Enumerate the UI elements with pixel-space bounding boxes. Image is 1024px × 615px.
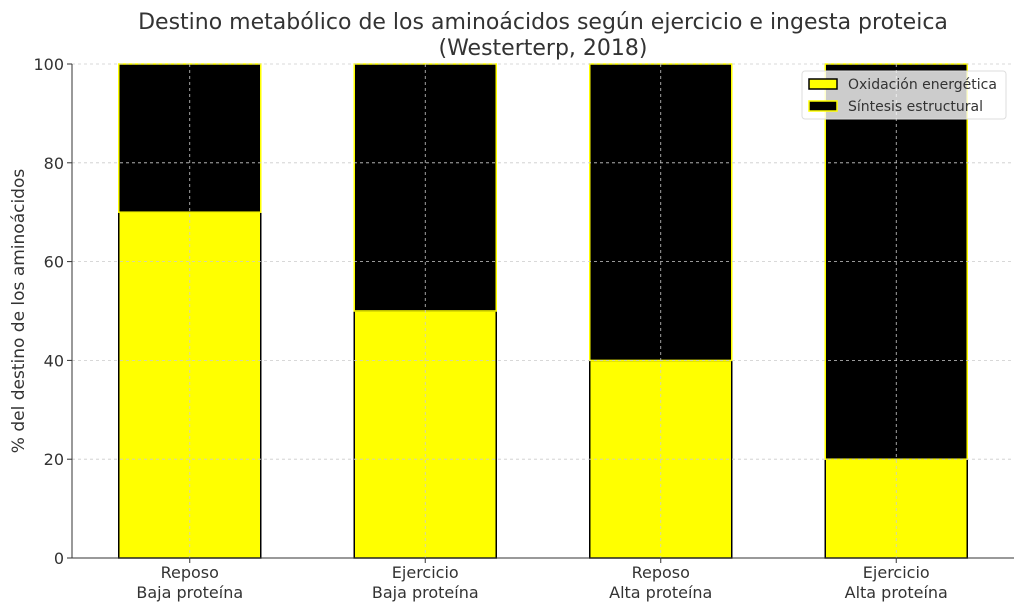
x-tick-label: Baja proteína — [136, 583, 243, 602]
y-tick-label: 0 — [54, 549, 64, 568]
y-axis-label: % del destino de los aminoácidos — [9, 169, 29, 454]
y-tick-label: 80 — [44, 154, 64, 173]
x-tick-label: Baja proteína — [372, 583, 479, 602]
legend-swatch — [808, 78, 838, 90]
legend-label: Síntesis estructural — [848, 99, 983, 115]
x-tick-label: Reposo — [632, 563, 690, 582]
chart-title: Destino metabólico de los aminoácidos se… — [138, 10, 948, 35]
legend-label: Oxidación energética — [848, 77, 997, 93]
y-tick-label: 20 — [44, 450, 64, 469]
x-tick-label: Alta proteína — [845, 583, 948, 602]
legend-box — [801, 70, 1007, 120]
y-tick-label: 40 — [44, 351, 64, 370]
y-tick-label: 100 — [33, 55, 64, 74]
chart-subtitle: (Westerterp, 2018) — [439, 36, 648, 61]
legend-swatch — [808, 100, 838, 112]
x-tick-label: Ejercicio — [392, 563, 459, 582]
x-tick-label: Alta proteína — [609, 583, 712, 602]
legend: Oxidación energética Síntesis estructural — [801, 70, 1007, 120]
x-tick-label: Reposo — [161, 563, 219, 582]
x-tick-label: Ejercicio — [863, 563, 930, 582]
y-tick-label: 60 — [44, 253, 64, 272]
